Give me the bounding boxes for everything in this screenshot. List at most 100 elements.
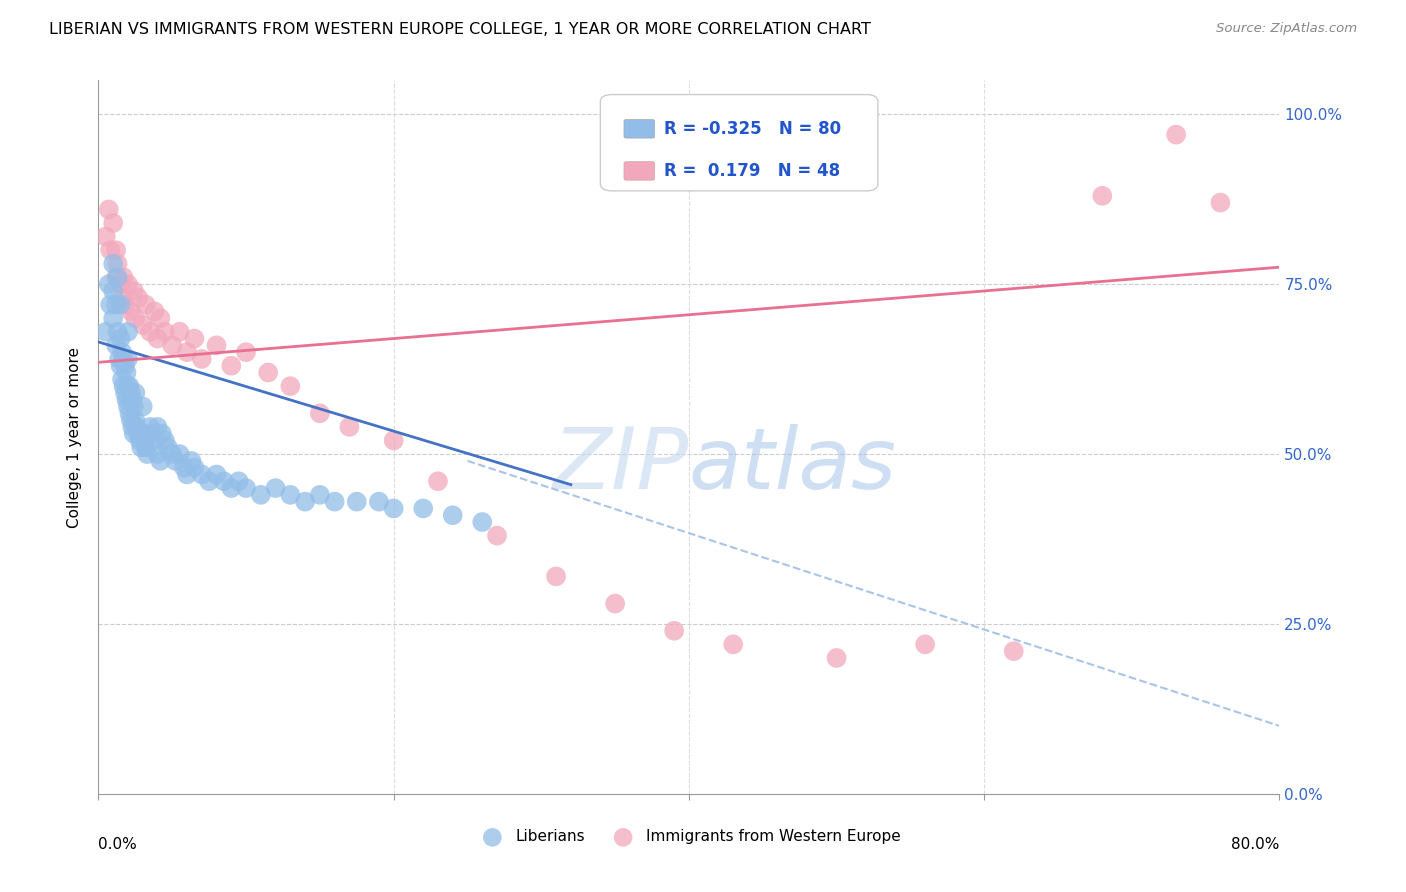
Text: 80.0%: 80.0%	[1232, 837, 1279, 852]
Point	[212, 475, 235, 489]
Point	[117, 351, 139, 366]
Point	[124, 311, 146, 326]
Point	[110, 297, 132, 311]
Point	[94, 229, 117, 244]
Point	[412, 501, 434, 516]
Point	[120, 413, 142, 427]
Point	[156, 440, 179, 454]
Point	[115, 366, 138, 380]
Point	[114, 359, 136, 373]
Point	[129, 440, 152, 454]
Point	[162, 447, 183, 461]
Point	[103, 257, 125, 271]
Point	[127, 291, 149, 305]
Point	[111, 291, 134, 305]
Point	[427, 475, 450, 489]
Point	[107, 257, 129, 271]
Point	[118, 379, 141, 393]
Point	[914, 637, 936, 651]
Point	[382, 501, 405, 516]
Point	[149, 311, 172, 326]
Point	[235, 345, 257, 359]
Text: ZIP: ZIP	[553, 424, 689, 508]
FancyBboxPatch shape	[624, 120, 655, 138]
Point	[112, 351, 135, 366]
FancyBboxPatch shape	[624, 161, 655, 180]
Point	[198, 475, 221, 489]
Point	[143, 304, 166, 318]
Point	[257, 366, 280, 380]
Point	[346, 494, 368, 508]
Point	[139, 420, 162, 434]
Point	[150, 426, 173, 441]
Point	[135, 297, 157, 311]
Point	[191, 467, 214, 482]
Point	[105, 243, 128, 257]
Point	[169, 447, 191, 461]
Point	[228, 475, 250, 489]
Point	[165, 454, 187, 468]
Point	[105, 270, 128, 285]
Point	[108, 351, 131, 366]
Point	[120, 385, 142, 400]
Point	[309, 406, 332, 420]
Point	[112, 270, 135, 285]
Point	[250, 488, 273, 502]
Point	[143, 434, 166, 448]
Point	[1091, 189, 1114, 203]
Point	[180, 454, 202, 468]
Point	[191, 351, 214, 366]
Point	[110, 359, 132, 373]
Point	[149, 454, 172, 468]
Text: R =  0.179   N = 48: R = 0.179 N = 48	[664, 162, 841, 180]
Point	[112, 379, 135, 393]
Point	[121, 392, 143, 407]
Point	[173, 460, 195, 475]
Point	[111, 372, 134, 386]
Point	[121, 420, 143, 434]
Point	[441, 508, 464, 523]
Point	[471, 515, 494, 529]
Point	[169, 325, 191, 339]
Y-axis label: College, 1 year or more: College, 1 year or more	[67, 347, 83, 527]
Point	[368, 494, 391, 508]
Point	[114, 297, 136, 311]
Point	[128, 434, 150, 448]
Point	[120, 304, 142, 318]
Point	[127, 426, 149, 441]
Point	[122, 400, 145, 414]
Point	[103, 284, 125, 298]
Point	[309, 488, 332, 502]
Point	[132, 426, 155, 441]
Point	[97, 277, 120, 292]
Point	[105, 297, 128, 311]
Text: Source: ZipAtlas.com: Source: ZipAtlas.com	[1216, 22, 1357, 36]
Point	[605, 597, 627, 611]
Text: 0.0%: 0.0%	[98, 837, 138, 852]
Point	[153, 434, 176, 448]
Point	[183, 460, 205, 475]
Point	[162, 338, 183, 352]
Point	[110, 277, 132, 292]
Point	[1002, 644, 1025, 658]
Point	[132, 318, 155, 332]
Point	[117, 277, 139, 292]
Point	[153, 325, 176, 339]
Point	[98, 297, 121, 311]
Point	[280, 379, 302, 393]
Point	[117, 400, 139, 414]
Point	[118, 406, 141, 420]
Point	[723, 637, 745, 651]
Point	[486, 528, 509, 542]
Point	[97, 202, 120, 217]
Point	[205, 467, 228, 482]
Point	[294, 494, 316, 508]
Point	[135, 440, 157, 454]
Point	[235, 481, 257, 495]
Point	[110, 332, 132, 346]
Point	[125, 420, 148, 434]
Point	[136, 447, 159, 461]
Text: atlas: atlas	[689, 424, 897, 508]
Point	[107, 270, 129, 285]
Text: R = -0.325   N = 80: R = -0.325 N = 80	[664, 120, 841, 137]
